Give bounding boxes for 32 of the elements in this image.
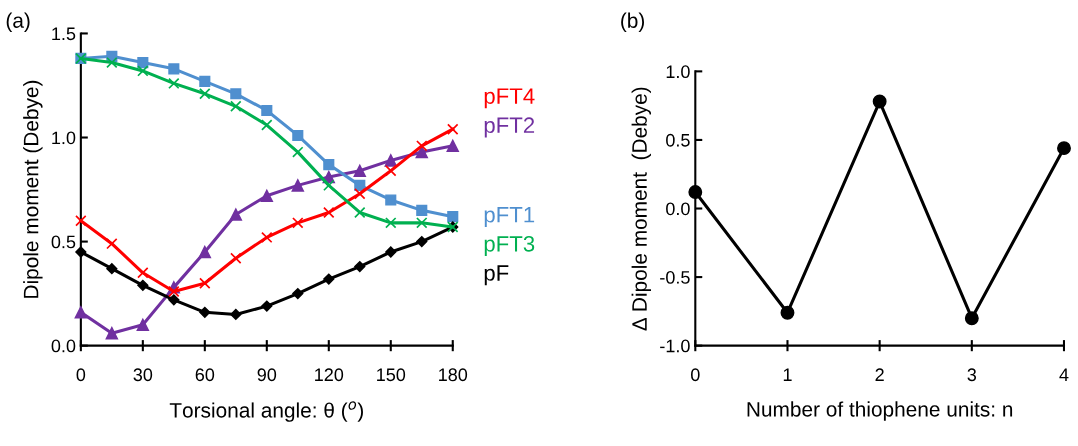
chart-title: (b) [621, 12, 645, 32]
x-tick-label: 3 [967, 368, 977, 382]
y-tick-label: 1.5 [52, 27, 76, 41]
text: pF [484, 265, 509, 286]
y-tick-label: -1.0 [660, 339, 690, 353]
y-tick-label: 0.0 [51, 339, 76, 353]
y-tick-label: 1.0 [52, 131, 76, 145]
y-tick-label: -0.5 [660, 271, 690, 284]
x-tick-label: 90 [257, 368, 277, 382]
y-tick-label: 0.5 [51, 235, 76, 249]
x-tick-label: 150 [377, 368, 406, 382]
y-tick-label: 1.0 [666, 65, 690, 79]
x-axis-title: Number of thiophene units: n [747, 401, 1013, 421]
x-tick-label: 1 [783, 368, 792, 381]
y-axis-title: ∆ Dipole moment (Debye) [631, 87, 652, 331]
x-tick-label: 2 [875, 368, 884, 381]
x-tick-label: 0 [691, 368, 700, 382]
series-label: pFT2 [484, 117, 535, 138]
x-tick-label: 4 [1059, 368, 1069, 381]
series-label: pFT3 [484, 235, 535, 257]
y-tick-label: 0.0 [666, 202, 690, 216]
y-tick-label: 0.5 [666, 133, 690, 147]
x-axis-title: Torsional angle: θ ($^{o}$) [169, 401, 363, 422]
x-tick-label: 180 [439, 368, 468, 382]
series-label: pFT4 [484, 88, 535, 109]
chart-title: (a) [6, 12, 30, 32]
series-label: pFT1 [484, 207, 535, 227]
x-tick-label: 30 [133, 368, 153, 382]
x-tick-label: 60 [195, 368, 215, 382]
x-tick-label: 0 [76, 368, 86, 382]
x-tick-label: 120 [315, 368, 344, 382]
y-axis-title: Dipole moment (Debye) [23, 80, 43, 298]
